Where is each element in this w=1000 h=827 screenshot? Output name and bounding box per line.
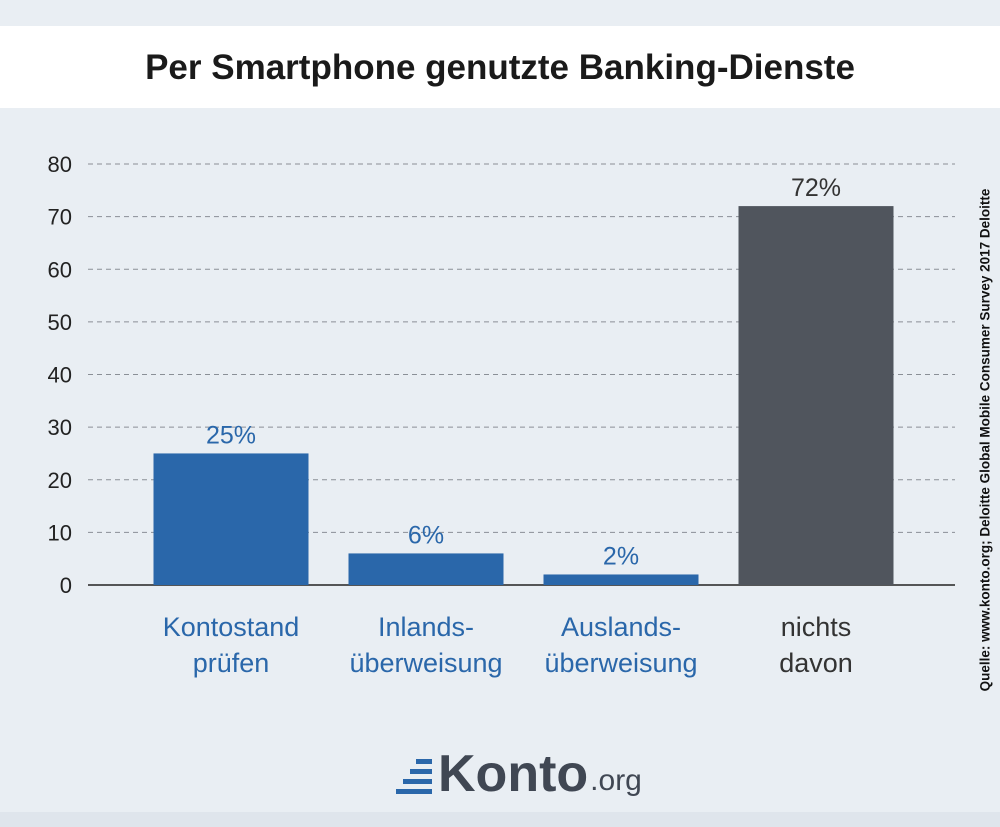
y-tick-label: 0 (60, 573, 72, 598)
y-tick-label: 10 (48, 520, 72, 545)
y-tick-label: 50 (48, 310, 72, 335)
y-tick-label: 20 (48, 468, 72, 493)
source-note: Quelle: www.konto.org; Deloitte Global M… (977, 188, 993, 692)
y-tick-label: 80 (48, 152, 72, 177)
x-tick-label: überweisung (544, 648, 697, 678)
x-tick-label: überweisung (349, 648, 502, 678)
logo-name: Konto (438, 745, 589, 803)
bar (348, 553, 504, 585)
chart-title: Per Smartphone genutzte Banking-Dienste (145, 48, 855, 87)
y-tick-label: 70 (48, 205, 72, 230)
y-tick-label: 30 (48, 415, 72, 440)
x-tick-label: Kontostand (163, 612, 300, 642)
x-tick-label: Inlands- (378, 612, 474, 642)
data-label: 6% (408, 521, 444, 549)
bar (153, 453, 309, 585)
y-tick-label: 40 (48, 363, 72, 388)
title-band: Per Smartphone genutzte Banking-Dienste (0, 26, 1000, 108)
y-tick-label: 60 (48, 257, 72, 282)
x-tick-label: davon (779, 648, 853, 678)
bottom-band (0, 812, 1000, 827)
x-tick-label: nichts (781, 612, 852, 642)
data-label: 72% (791, 174, 841, 202)
data-label: 25% (206, 421, 256, 449)
bar (543, 574, 699, 585)
x-tick-label: prüfen (193, 648, 270, 678)
konto-logo[interactable]: Konto .org (396, 740, 642, 800)
x-tick-label: Auslands- (561, 612, 681, 642)
stairs-icon (396, 754, 432, 800)
bar (738, 206, 894, 585)
data-label: 2% (603, 542, 639, 570)
logo-suffix: .org (590, 764, 642, 797)
